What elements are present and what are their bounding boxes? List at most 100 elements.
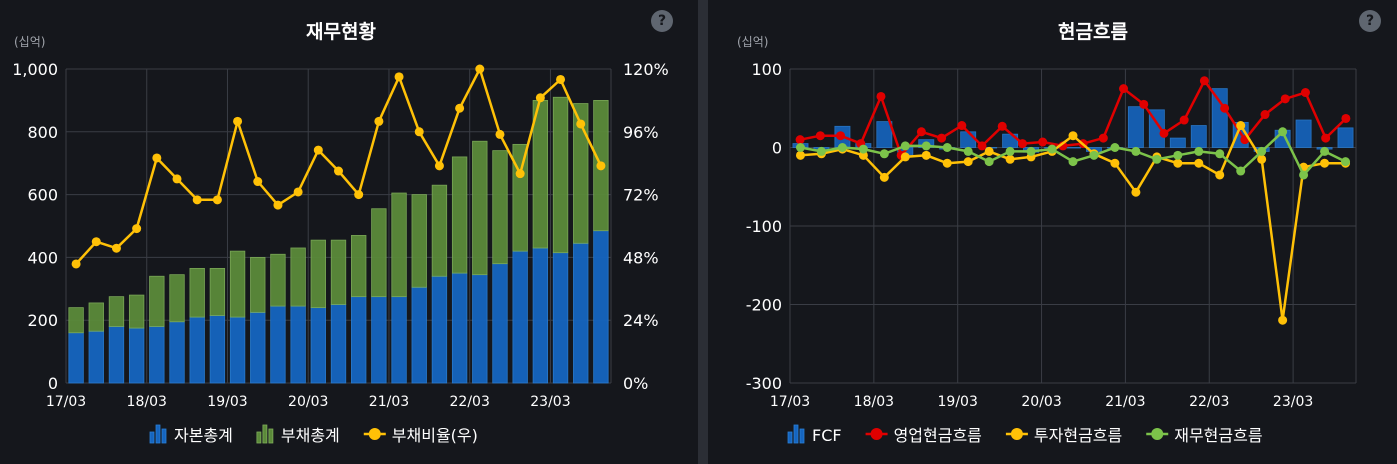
bar-equity (593, 230, 609, 384)
y-tick-label: 0 (48, 374, 58, 393)
series-point (152, 153, 162, 163)
series-point (879, 172, 889, 182)
series-point (273, 200, 283, 210)
series-point (957, 121, 967, 131)
bar-liabilities (108, 296, 125, 327)
unit-label: (십억) (14, 35, 45, 49)
legend-label: 부채비율(우) (392, 426, 478, 445)
bar-liabilities (472, 140, 488, 276)
series-point (1131, 187, 1141, 197)
bar-liabilities (512, 143, 528, 252)
financial-status-chart: 재무현황 (십억) 0 0% 200 24% 400 48% 600 72% 800 96% 1,000… (12, 20, 669, 445)
legend-bar-icon (793, 424, 799, 444)
series-point (900, 152, 910, 162)
series-point (172, 174, 182, 184)
y-tick-label: -300 (746, 374, 782, 393)
bar-liabilities (532, 100, 549, 249)
bar-fcf (1169, 137, 1186, 148)
bar-liabilities (209, 267, 226, 316)
series-point (795, 135, 805, 145)
bar-liabilities (229, 250, 246, 318)
legend-label: 영업현금흐름 (894, 426, 982, 445)
bar-equity (492, 263, 508, 384)
series-point (253, 177, 263, 187)
series-point (795, 150, 805, 160)
chart-title: 재무현황 (306, 20, 376, 43)
bar-liabilities (128, 294, 145, 329)
series-point (1173, 158, 1183, 168)
bar-liabilities (169, 274, 185, 323)
bar-fcf (1295, 119, 1312, 148)
x-tick-label: 21/03 (1105, 394, 1145, 410)
legend-bar-icon (149, 431, 155, 444)
x-tick-label: 19/03 (207, 394, 247, 410)
series-point (816, 146, 826, 156)
series-point (1341, 157, 1351, 167)
y-tick-label: -200 (746, 296, 782, 315)
series-point (921, 141, 931, 151)
bar-liabilities (431, 184, 448, 277)
x-tick-label: 18/03 (854, 394, 894, 410)
legend-bar-icon (268, 428, 274, 444)
bar-liabilities (250, 256, 266, 313)
series-point (937, 133, 947, 143)
x-tick-label: 22/03 (450, 394, 490, 410)
series-point (414, 127, 424, 137)
bar-equity (128, 327, 145, 384)
series-point (233, 116, 243, 126)
series-point (1215, 149, 1225, 159)
y2-tick-label: 120% (623, 60, 669, 79)
series-point (1321, 133, 1331, 143)
legend-bar-icon (799, 428, 805, 444)
x-tick-label: 21/03 (369, 394, 409, 410)
x-tick-label: 18/03 (127, 394, 167, 410)
series-point (1278, 127, 1288, 137)
series-point (1139, 99, 1149, 109)
series-point (1280, 94, 1290, 104)
bar-liabilities (68, 307, 84, 334)
series-point (795, 143, 805, 152)
bar-equity (310, 307, 326, 384)
bar-liabilities (270, 253, 286, 307)
series-point (1005, 154, 1015, 164)
series-point (1278, 315, 1288, 325)
series-point (455, 103, 465, 113)
series-point (111, 243, 121, 253)
series-point (1220, 103, 1230, 113)
bar-liabilities (189, 267, 205, 318)
help-icon[interactable]: ? (1359, 10, 1381, 32)
series-point (1173, 150, 1183, 160)
series-point (977, 141, 987, 151)
legend-bar-icon (787, 431, 793, 444)
series-point (1047, 144, 1057, 154)
bar-liabilities (149, 275, 165, 327)
series-point (1236, 166, 1246, 176)
help-icon[interactable]: ? (651, 10, 673, 32)
series-point (212, 195, 222, 205)
series-point (1257, 146, 1267, 156)
legend-bar-icon (256, 431, 262, 444)
series-point (434, 161, 444, 171)
series-point (374, 116, 384, 126)
bar-equity (108, 326, 125, 384)
series-point (1152, 154, 1162, 164)
legend-marker-icon (1151, 428, 1164, 440)
series-point (1026, 146, 1036, 156)
bar-fcf (876, 121, 893, 148)
series-point (1341, 113, 1351, 123)
series-point (1038, 137, 1048, 147)
bar-liabilities (371, 208, 387, 298)
legend-label: FCF (812, 426, 842, 445)
series-point (394, 72, 404, 82)
series-point (556, 74, 566, 84)
y-tick-label: 400 (27, 248, 58, 267)
series-point (1299, 170, 1309, 180)
series-point (1119, 84, 1129, 94)
bar-equity (189, 316, 205, 384)
y2-tick-label: 72% (623, 186, 659, 205)
series-point (942, 158, 952, 168)
series-point (921, 150, 931, 160)
y-tick-label: 800 (27, 123, 58, 142)
legend-bar-icon (155, 424, 161, 444)
cash-flow-chart: 현금흐름 (십억) -300 -200 -100 0 100 17/03 18/03 19/03 2… (737, 21, 1357, 445)
